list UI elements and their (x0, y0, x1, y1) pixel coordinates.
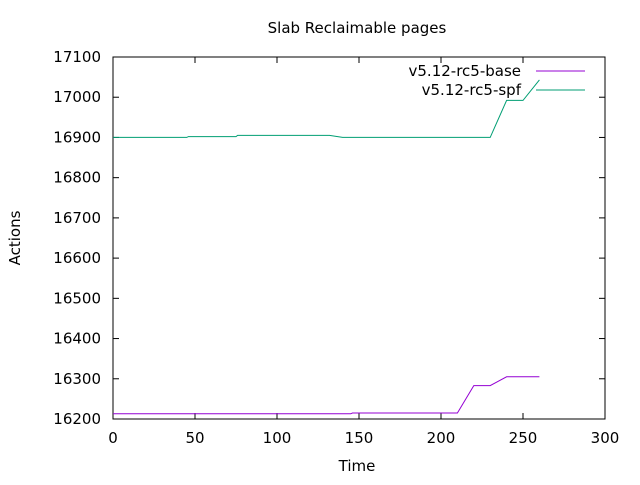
y-axis-label: Actions (6, 210, 24, 265)
y-tick-label: 16400 (53, 330, 101, 348)
x-tick-label: 250 (509, 429, 538, 447)
x-tick-label: 50 (185, 429, 204, 447)
y-tick-label: 16200 (53, 410, 101, 428)
series-line-0 (113, 376, 540, 415)
legend-label-0: v5.12-rc5-base (409, 62, 522, 80)
y-tick-label: 17100 (53, 48, 101, 66)
y-tick-label: 17000 (53, 88, 101, 106)
y-tick-label: 16300 (53, 370, 101, 388)
y-tick-label: 16700 (53, 209, 101, 227)
y-tick-label: 16500 (53, 289, 101, 307)
y-tick-label: 16600 (53, 249, 101, 267)
series-line-1 (113, 79, 540, 138)
tick-labels: 0 50 100 150 200 250 300 16200 16300 16400 16500 16… (53, 48, 619, 447)
x-tick-label: 150 (345, 429, 374, 447)
legend-label-1: v5.12-rc5-spf (422, 81, 522, 99)
tick-marks (112, 56, 606, 420)
x-tick-label: 100 (263, 429, 292, 447)
plot-area-border (112, 56, 606, 420)
x-tick-label: 0 (108, 429, 118, 447)
x-tick-label: 300 (591, 429, 620, 447)
y-tick-label: 16800 (53, 169, 101, 187)
y-tick-label: 16900 (53, 128, 101, 146)
x-tick-label: 200 (427, 429, 456, 447)
chart-title: Slab Reclaimable pages (268, 19, 447, 37)
x-axis-label: Time (338, 457, 376, 475)
series-lines (113, 79, 540, 415)
